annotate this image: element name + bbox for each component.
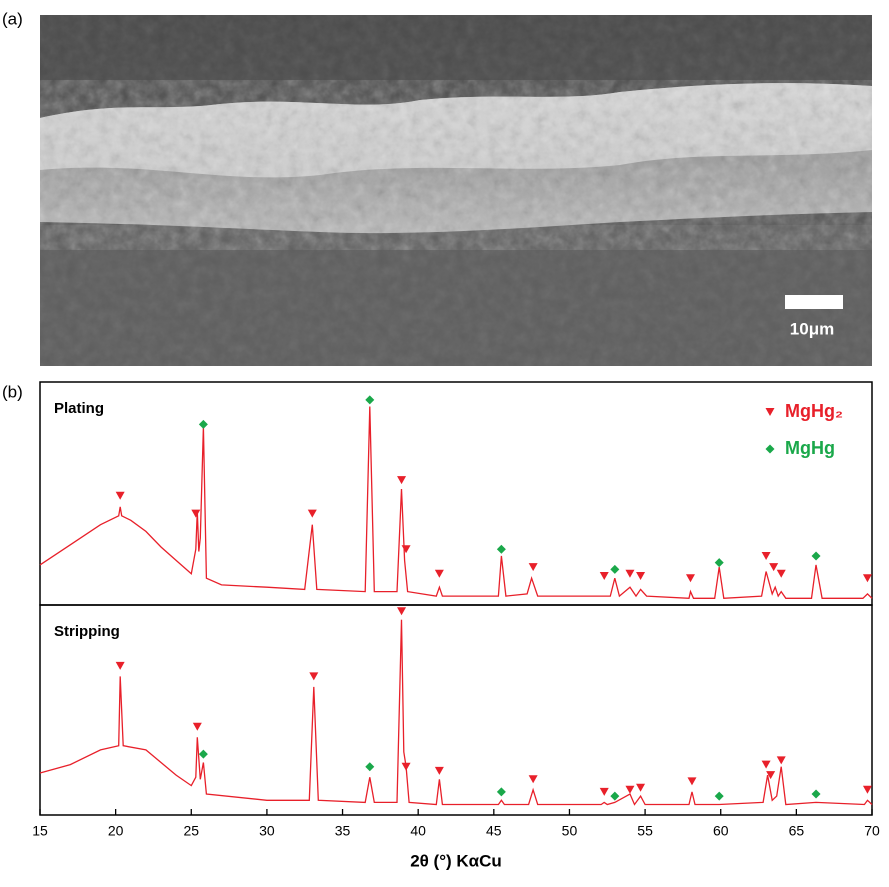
plot-frame [39,604,873,816]
legend-label: MgHg₂ [785,401,843,421]
peak-marker [636,572,646,581]
peak-marker [625,569,635,578]
x-tick-label: 65 [789,823,805,839]
peak-marker [115,491,125,500]
panel-label: (a) [2,9,23,28]
peak-marker [191,509,201,518]
peak-marker [761,760,771,769]
peak-marker [714,558,724,568]
peak-marker [434,569,444,578]
peak-marker [776,569,786,578]
peak-marker [198,419,208,429]
sem-image: 10μm [40,15,872,366]
peak-marker [776,756,786,765]
peak-marker [365,762,375,772]
x-tick-label: 20 [108,823,124,839]
peak-marker [610,564,620,574]
x-tick-label: 35 [335,823,351,839]
peak-marker [599,572,609,581]
peak-marker [714,791,724,801]
scale-bar-label: 10μm [790,319,834,338]
peak-marker [365,395,375,405]
peak-marker [625,785,635,794]
peak-marker [862,785,872,794]
peak-marker [397,607,407,616]
x-tick-label: 30 [259,823,275,839]
peak-marker [496,544,506,554]
legend-marker [765,444,775,454]
peak-marker [496,787,506,797]
peak-marker [198,749,208,759]
x-tick-label: 50 [562,823,578,839]
x-axis-label: 2θ (°) KαCu [410,851,502,870]
legend-marker [765,408,775,416]
x-tick-label: 45 [486,823,502,839]
panel-label: (b) [2,382,23,401]
peak-marker [309,672,319,681]
peak-marker [307,509,317,518]
legend-label: MgHg [785,438,835,458]
xrd-curve [39,406,873,599]
x-tick-label: 25 [183,823,199,839]
peak-marker [115,661,125,670]
peak-marker [685,574,695,583]
peak-marker [766,771,776,780]
peak-marker [434,766,444,775]
plot-frame [39,381,873,606]
x-tick-label: 70 [864,823,880,839]
peak-marker [687,777,697,786]
panel-title: Stripping [54,623,120,640]
x-tick-label: 40 [410,823,426,839]
peak-marker [401,545,411,554]
peak-marker [761,551,771,560]
peak-marker [610,791,620,801]
peak-marker [528,563,538,572]
peak-marker [862,574,872,583]
peak-marker [599,787,609,796]
peak-marker [811,789,821,799]
x-tick-label: 55 [637,823,653,839]
panel-title: Plating [54,400,104,417]
peak-marker [192,722,202,731]
peak-marker [636,783,646,792]
peak-marker [769,563,779,572]
peak-marker [528,775,538,784]
x-tick-label: 15 [32,823,48,839]
peak-marker [401,762,411,771]
xrd-curve [39,619,873,806]
peak-marker [397,476,407,485]
x-tick-label: 60 [713,823,729,839]
peak-marker [811,551,821,561]
